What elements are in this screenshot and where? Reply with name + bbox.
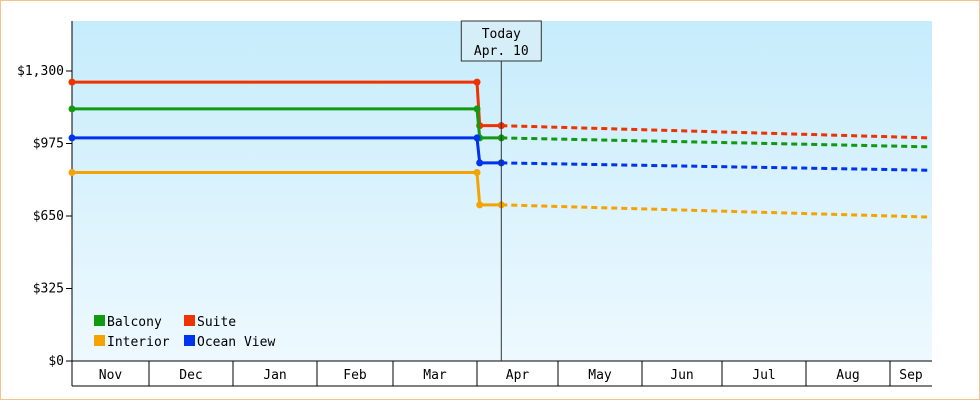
series-lines bbox=[68, 78, 931, 219]
month-label: Dec bbox=[179, 368, 202, 383]
month-label: Jul bbox=[752, 368, 775, 383]
series-forecast-line bbox=[501, 203, 931, 219]
legend-swatch bbox=[184, 315, 195, 326]
series-forecast-line bbox=[501, 124, 931, 140]
month-label: Jun bbox=[670, 368, 693, 383]
today-date: Apr. 10 bbox=[474, 44, 529, 59]
data-point bbox=[68, 134, 76, 142]
data-point bbox=[473, 78, 481, 86]
month-label: Apr bbox=[506, 368, 530, 383]
legend-swatch bbox=[184, 335, 195, 346]
series-history-line bbox=[72, 80, 502, 128]
y-tick-label: $325 bbox=[33, 282, 64, 297]
y-tick-label: $975 bbox=[33, 137, 64, 152]
legend: Balcony Suite Interior Ocean View bbox=[94, 315, 275, 350]
legend-label: Suite bbox=[197, 315, 236, 330]
data-point bbox=[68, 78, 76, 86]
legend-swatch bbox=[94, 335, 105, 346]
y-tick-label: $0 bbox=[48, 354, 64, 369]
today-label: Today bbox=[482, 27, 521, 42]
legend-label: Balcony bbox=[107, 315, 162, 330]
today-marker: Today Apr. 10 bbox=[460, 20, 542, 361]
y-tick-label: $1,300 bbox=[17, 64, 64, 79]
y-tick-label: $650 bbox=[33, 209, 64, 224]
legend-swatch bbox=[94, 315, 105, 326]
month-label: Mar bbox=[423, 368, 447, 383]
month-label: Sep bbox=[899, 368, 923, 383]
series-history-line bbox=[72, 107, 502, 140]
data-point bbox=[476, 159, 484, 167]
month-label: May bbox=[588, 368, 612, 383]
month-label: Feb bbox=[343, 368, 367, 383]
data-point bbox=[473, 134, 481, 142]
y-axis: $0 $325 $650 $975 $1,300 bbox=[17, 21, 73, 369]
month-label: Jan bbox=[263, 368, 286, 383]
series-forecast-line bbox=[501, 136, 931, 149]
data-point bbox=[473, 105, 481, 113]
series-history-line bbox=[72, 136, 502, 165]
data-point bbox=[68, 169, 76, 176]
data-point bbox=[68, 105, 76, 113]
data-point bbox=[476, 201, 484, 209]
x-axis: Nov Dec Jan Feb Mar Apr May Jun Jul Aug Sep bbox=[71, 360, 932, 387]
data-point bbox=[473, 169, 481, 176]
series-forecast-line bbox=[501, 161, 931, 172]
month-label: Nov bbox=[99, 368, 123, 383]
series-history-line bbox=[72, 171, 502, 207]
today-box bbox=[460, 20, 542, 62]
legend-label: Ocean View bbox=[197, 335, 275, 350]
legend-label: Interior bbox=[107, 335, 170, 350]
plot-background bbox=[72, 21, 932, 361]
month-label: Aug bbox=[836, 368, 859, 383]
